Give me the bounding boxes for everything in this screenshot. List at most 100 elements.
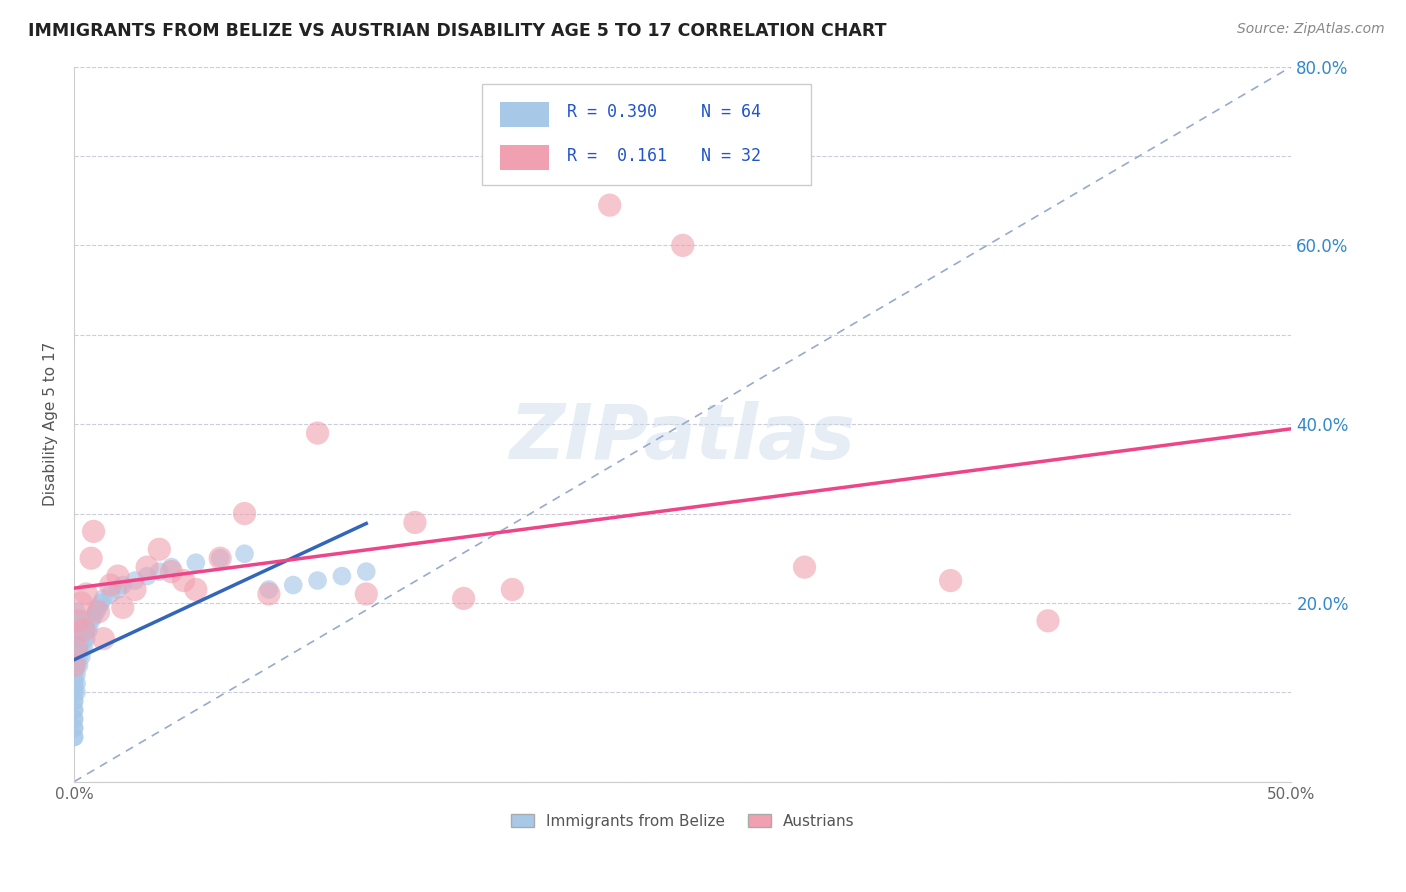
Point xyxy=(63,649,86,664)
Text: ZIPatlas: ZIPatlas xyxy=(510,401,856,475)
Point xyxy=(63,667,86,681)
Point xyxy=(63,694,86,708)
Point xyxy=(65,640,87,655)
Point xyxy=(501,582,523,597)
Point xyxy=(70,649,93,664)
Text: N = 32: N = 32 xyxy=(702,147,761,165)
Point xyxy=(939,574,962,588)
Point xyxy=(63,649,86,664)
Bar xyxy=(501,145,548,170)
Point xyxy=(73,623,96,637)
Point xyxy=(124,574,146,588)
Point xyxy=(65,623,87,637)
Point xyxy=(75,587,97,601)
Text: Source: ZipAtlas.com: Source: ZipAtlas.com xyxy=(1237,22,1385,37)
Point xyxy=(63,703,86,717)
Point xyxy=(354,587,377,601)
Point xyxy=(107,582,129,597)
Point xyxy=(75,623,97,637)
Point xyxy=(91,591,114,606)
Point xyxy=(63,730,86,744)
Legend: Immigrants from Belize, Austrians: Immigrants from Belize, Austrians xyxy=(505,807,860,835)
Point xyxy=(257,582,280,597)
Point xyxy=(63,685,86,699)
Point xyxy=(307,426,329,441)
Point xyxy=(184,582,207,597)
Point xyxy=(111,578,134,592)
Text: R =  0.161: R = 0.161 xyxy=(567,147,666,165)
Point xyxy=(63,667,86,681)
Point xyxy=(136,569,159,583)
Point xyxy=(307,574,329,588)
Point xyxy=(67,614,90,628)
Text: R = 0.390: R = 0.390 xyxy=(567,103,657,120)
Point xyxy=(73,632,96,646)
Point xyxy=(63,658,86,673)
Point xyxy=(65,640,87,655)
Point xyxy=(63,676,86,690)
Point xyxy=(65,685,87,699)
Point xyxy=(184,556,207,570)
Point xyxy=(83,609,105,624)
Point xyxy=(1036,614,1059,628)
Point xyxy=(70,632,93,646)
FancyBboxPatch shape xyxy=(482,85,811,185)
Point xyxy=(63,676,86,690)
Point xyxy=(67,640,90,655)
Point xyxy=(77,623,100,637)
Point xyxy=(65,632,87,646)
Point xyxy=(65,658,87,673)
Point xyxy=(599,198,621,212)
Point xyxy=(148,542,170,557)
Point xyxy=(63,694,86,708)
Point xyxy=(330,569,353,583)
Point xyxy=(65,676,87,690)
Point xyxy=(107,569,129,583)
Point xyxy=(84,605,107,619)
Point xyxy=(793,560,815,574)
Point xyxy=(90,596,112,610)
Point xyxy=(354,565,377,579)
Point xyxy=(70,596,93,610)
Point xyxy=(283,578,305,592)
Point xyxy=(160,560,183,574)
Point xyxy=(404,516,426,530)
Point xyxy=(65,649,87,664)
Point xyxy=(63,712,86,726)
Point xyxy=(173,574,195,588)
Point xyxy=(63,730,86,744)
Point xyxy=(65,614,87,628)
Point xyxy=(73,640,96,655)
Point xyxy=(65,605,87,619)
Point xyxy=(67,632,90,646)
Point xyxy=(136,560,159,574)
Point xyxy=(672,238,695,252)
Point xyxy=(80,551,103,566)
Point xyxy=(65,667,87,681)
Point xyxy=(209,551,232,566)
Point xyxy=(91,632,114,646)
Point xyxy=(100,587,122,601)
Point xyxy=(63,658,86,673)
Point xyxy=(67,649,90,664)
Point xyxy=(148,565,170,579)
Point xyxy=(63,721,86,735)
Point xyxy=(257,587,280,601)
Point xyxy=(111,600,134,615)
Point xyxy=(63,658,86,673)
Text: N = 64: N = 64 xyxy=(702,103,761,120)
Point xyxy=(124,582,146,597)
Point xyxy=(209,551,232,566)
Text: IMMIGRANTS FROM BELIZE VS AUSTRIAN DISABILITY AGE 5 TO 17 CORRELATION CHART: IMMIGRANTS FROM BELIZE VS AUSTRIAN DISAB… xyxy=(28,22,887,40)
Point xyxy=(63,721,86,735)
Point xyxy=(87,605,110,619)
Point xyxy=(63,712,86,726)
Point xyxy=(63,685,86,699)
Bar xyxy=(501,103,548,128)
Point xyxy=(233,507,256,521)
Point xyxy=(67,658,90,673)
Point xyxy=(87,600,110,615)
Point xyxy=(100,578,122,592)
Point xyxy=(83,524,105,539)
Point xyxy=(75,632,97,646)
